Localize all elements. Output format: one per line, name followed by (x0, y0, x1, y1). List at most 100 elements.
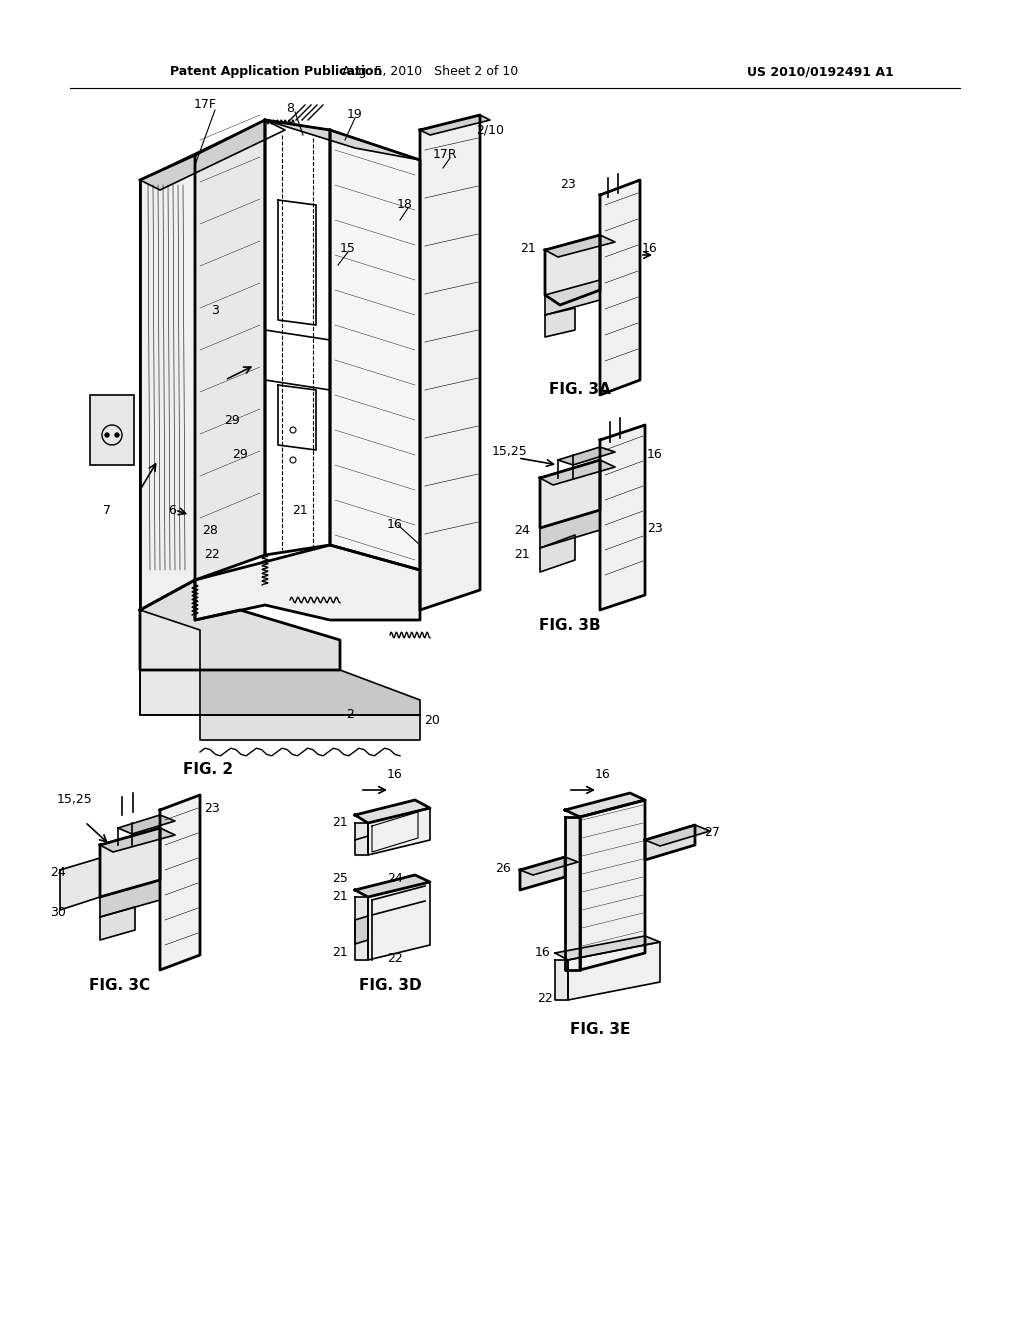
Polygon shape (420, 115, 490, 135)
Text: 17R: 17R (433, 149, 458, 161)
Text: 3: 3 (211, 304, 219, 317)
Polygon shape (545, 235, 600, 305)
Polygon shape (565, 817, 580, 970)
Polygon shape (355, 898, 368, 960)
Text: 16: 16 (387, 768, 402, 781)
Text: 21: 21 (332, 891, 348, 903)
Text: 23: 23 (204, 801, 220, 814)
Text: 26: 26 (496, 862, 511, 874)
Text: 17F: 17F (194, 99, 216, 111)
Polygon shape (580, 800, 645, 970)
Text: FIG. 3A: FIG. 3A (549, 383, 611, 397)
Polygon shape (540, 510, 600, 548)
Text: 21: 21 (520, 242, 536, 255)
Polygon shape (100, 907, 135, 940)
Polygon shape (600, 180, 640, 395)
Text: FIG. 3C: FIG. 3C (89, 978, 151, 993)
Polygon shape (355, 822, 368, 855)
Bar (90, 395, 134, 465)
Polygon shape (368, 808, 430, 855)
Polygon shape (330, 129, 420, 570)
Polygon shape (355, 916, 368, 944)
Text: 18: 18 (397, 198, 413, 211)
Polygon shape (540, 459, 600, 528)
Text: Aug. 5, 2010   Sheet 2 of 10: Aug. 5, 2010 Sheet 2 of 10 (342, 66, 518, 78)
Polygon shape (420, 115, 480, 610)
Polygon shape (540, 535, 575, 572)
Circle shape (115, 433, 119, 437)
Text: 6: 6 (168, 503, 176, 516)
Text: 16: 16 (647, 449, 663, 462)
Text: FIG. 3D: FIG. 3D (358, 978, 421, 993)
Polygon shape (200, 715, 420, 741)
Text: 21: 21 (332, 816, 348, 829)
Polygon shape (140, 154, 195, 610)
Polygon shape (100, 828, 160, 898)
Text: 22: 22 (387, 952, 402, 965)
Text: 8: 8 (286, 102, 294, 115)
Polygon shape (160, 795, 200, 970)
Polygon shape (265, 120, 420, 160)
Text: 21: 21 (514, 549, 529, 561)
Text: 21: 21 (292, 503, 308, 516)
Text: 7: 7 (103, 503, 111, 516)
Text: 2: 2 (346, 709, 354, 722)
Polygon shape (555, 936, 660, 960)
Circle shape (105, 433, 109, 437)
Polygon shape (140, 120, 285, 190)
Text: 19: 19 (347, 108, 362, 121)
Text: Patent Application Publication: Patent Application Publication (170, 66, 382, 78)
Text: 16: 16 (536, 945, 551, 958)
Polygon shape (540, 459, 615, 484)
Polygon shape (118, 814, 175, 834)
Polygon shape (140, 671, 420, 715)
Text: 16: 16 (595, 768, 611, 781)
Polygon shape (100, 880, 160, 917)
Polygon shape (195, 120, 265, 579)
Polygon shape (368, 882, 430, 960)
Polygon shape (545, 235, 615, 257)
Text: 16: 16 (387, 519, 402, 532)
Polygon shape (545, 280, 600, 315)
Text: 27: 27 (705, 826, 720, 840)
Text: 24: 24 (50, 866, 66, 879)
Polygon shape (565, 793, 645, 817)
Text: 23: 23 (647, 521, 663, 535)
Text: 24: 24 (514, 524, 529, 536)
Polygon shape (265, 120, 330, 554)
Polygon shape (645, 825, 710, 846)
Polygon shape (520, 857, 578, 875)
Text: 30: 30 (50, 906, 66, 919)
Text: FIG. 3B: FIG. 3B (540, 618, 601, 632)
Polygon shape (140, 610, 200, 715)
Text: 29: 29 (232, 449, 248, 462)
Text: 16: 16 (642, 242, 657, 255)
Text: 20: 20 (424, 714, 440, 726)
Text: 23: 23 (560, 178, 575, 191)
Text: 22: 22 (538, 991, 553, 1005)
Text: 15,25: 15,25 (493, 446, 528, 458)
Text: 15,25: 15,25 (57, 793, 93, 807)
Text: FIG. 2: FIG. 2 (183, 763, 233, 777)
Text: 28: 28 (202, 524, 218, 536)
Polygon shape (140, 579, 340, 671)
Text: 24: 24 (387, 871, 402, 884)
Polygon shape (195, 545, 420, 620)
Polygon shape (520, 857, 565, 890)
Text: 2/10: 2/10 (476, 124, 504, 136)
Polygon shape (645, 825, 695, 861)
Polygon shape (100, 828, 175, 851)
Polygon shape (568, 942, 660, 1001)
Text: US 2010/0192491 A1: US 2010/0192491 A1 (746, 66, 893, 78)
Polygon shape (600, 425, 645, 610)
Polygon shape (558, 447, 615, 465)
Text: 25: 25 (332, 871, 348, 884)
Text: 15: 15 (340, 242, 356, 255)
Text: 29: 29 (224, 413, 240, 426)
Polygon shape (355, 800, 430, 822)
Text: 21: 21 (332, 945, 348, 958)
Polygon shape (60, 858, 100, 909)
Polygon shape (355, 875, 430, 898)
Polygon shape (545, 308, 575, 337)
Text: 22: 22 (204, 549, 220, 561)
